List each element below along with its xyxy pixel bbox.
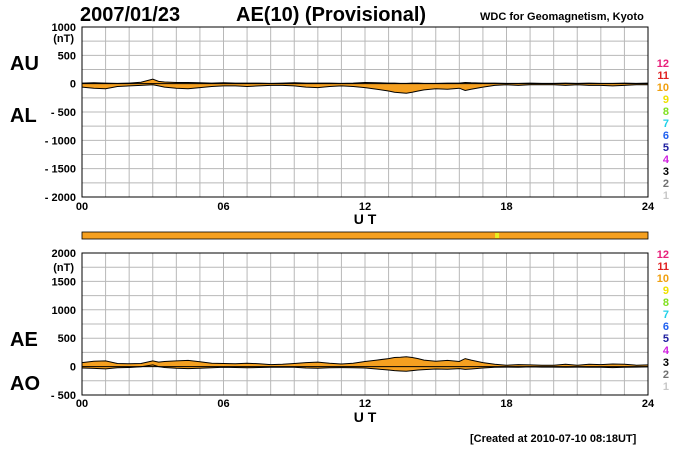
data-source-label: WDC for Geomagnetism, Kyoto xyxy=(480,11,644,23)
ae-ao-lower-index-label: AO xyxy=(10,373,40,395)
ae-ao-ytick-label: 1500 xyxy=(52,276,76,288)
created-timestamp: [Created at 2010-07-10 08:18UT] xyxy=(470,433,637,445)
au-al-station-legend-item: 4 xyxy=(663,154,670,166)
au-al-ytick-label: - 500 xyxy=(51,107,76,119)
ae-ao-station-legend-item: 3 xyxy=(663,357,669,369)
ae-ao-upper-index-label: AE xyxy=(10,329,38,351)
ae-ao-station-legend-item: 4 xyxy=(663,345,670,357)
au-al-station-legend-item: 8 xyxy=(663,106,669,118)
data-status-bar xyxy=(81,231,649,240)
au-al-ytick-label: - 1500 xyxy=(45,164,76,176)
ae-ao-xtick-label: 12 xyxy=(359,398,371,410)
ae-ao-unit-label: (nT) xyxy=(53,262,74,274)
ae-ao-station-legend-item: 2 xyxy=(663,369,669,381)
ae-ao-xtick-label: 06 xyxy=(217,398,229,410)
ae-ao-ytick-label: 2000 xyxy=(52,248,76,260)
ae-ao-station-legend-item: 12 xyxy=(657,249,669,261)
data-status-marker xyxy=(495,233,500,238)
ae-ao-ytick-label: 1000 xyxy=(52,305,76,317)
au-al-station-legend-item: 2 xyxy=(663,178,669,190)
au-al-station-legend-item: 9 xyxy=(663,94,669,106)
au-al-ytick-label: 1000 xyxy=(52,22,76,34)
ae-ao-xaxis-label: U T xyxy=(354,409,377,425)
ae-ao-station-legend-item: 1 xyxy=(663,381,669,393)
ae-ao-station-legend-item: 6 xyxy=(663,321,669,333)
ae-ao-station-legend-item: 5 xyxy=(663,333,669,345)
au-al-station-legend-item: 11 xyxy=(657,70,669,82)
au-al-unit-label: (nT) xyxy=(53,33,74,45)
ae-ao-station-legend-item: 10 xyxy=(657,273,669,285)
au-al-ytick-label: - 1000 xyxy=(45,135,76,147)
au-al-station-legend-item: 1 xyxy=(663,190,669,202)
au-al-station-legend-item: 5 xyxy=(663,142,669,154)
au-al-station-legend-item: 10 xyxy=(657,82,669,94)
au-al-al-line xyxy=(81,84,648,94)
au-al-al-area xyxy=(82,83,648,94)
au-al-ytick-label: 0 xyxy=(70,79,76,91)
au-al-station-legend-item: 7 xyxy=(663,118,669,130)
au-al-plot-frame xyxy=(81,26,649,198)
ae-ao-station-legend-item: 9 xyxy=(663,285,669,297)
ae-ao-xtick-label: 00 xyxy=(76,398,88,410)
au-al-ytick-label: - 2000 xyxy=(45,192,76,204)
au-al-station-legend-item: 6 xyxy=(663,130,669,142)
au-al-lower-index-label: AL xyxy=(10,105,37,127)
ae-ao-ytick-label: - 500 xyxy=(51,390,76,402)
au-al-station-legend-item: 3 xyxy=(663,166,669,178)
ae-ao-station-legend-item: 7 xyxy=(663,309,669,321)
ae-ao-station-legend-item: 11 xyxy=(657,261,669,273)
au-al-xtick-label: 00 xyxy=(76,201,88,213)
date-title: 2007/01/23 xyxy=(80,4,181,26)
au-al-xaxis-label: U T xyxy=(354,211,377,227)
ae-ao-ytick-label: 0 xyxy=(70,362,76,374)
ae-ao-ae-line xyxy=(81,356,649,366)
ae-ao-station-legend-item: 8 xyxy=(663,297,669,309)
au-al-xtick-label: 06 xyxy=(217,201,229,213)
au-al-ytick-label: 500 xyxy=(58,50,76,62)
chart-title: AE(10) (Provisional) xyxy=(236,4,427,26)
au-al-upper-index-label: AU xyxy=(10,53,39,75)
au-al-xtick-label: 24 xyxy=(642,201,655,213)
au-al-station-legend-item: 12 xyxy=(657,58,669,70)
ae-ao-plot-frame xyxy=(81,252,649,396)
ae-ao-ytick-label: 500 xyxy=(58,333,76,345)
ae-ao-xtick-label: 24 xyxy=(642,398,655,410)
ae-ao-xtick-label: 18 xyxy=(500,398,512,410)
au-al-xtick-label: 12 xyxy=(359,201,371,213)
au-al-xtick-label: 18 xyxy=(500,201,512,213)
